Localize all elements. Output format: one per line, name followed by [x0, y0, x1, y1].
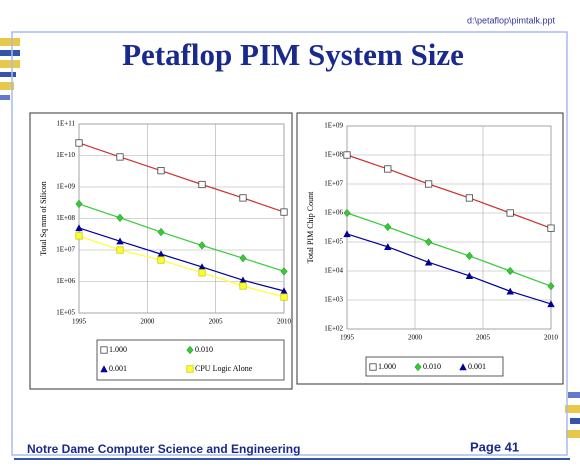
file-path: d:\petaflop\pimtalk.ppt: [467, 15, 556, 25]
marker: [506, 287, 514, 295]
page-number: Page 41: [470, 439, 519, 454]
y-tick-label: 1E+08: [56, 214, 75, 222]
marker: [343, 151, 351, 159]
marker: [157, 167, 165, 175]
marker: [157, 227, 165, 237]
marker: [547, 224, 555, 232]
marker: [116, 153, 124, 161]
marker: [424, 180, 433, 188]
series-line: [78, 203, 285, 272]
marker: [547, 300, 555, 308]
marker: [424, 258, 433, 266]
marker: [465, 272, 474, 280]
legend-label: CPU Logic Alone: [195, 364, 253, 373]
marker: [239, 276, 247, 284]
marker: [239, 282, 247, 290]
footer-org: Notre Dame Computer Science and Engineer…: [27, 442, 300, 456]
marker: [75, 232, 83, 240]
legend-box: [365, 356, 504, 377]
x-tick-label: 1995: [72, 318, 87, 326]
legend-label: 1.000: [378, 362, 396, 371]
y-tick-label: 1E+07: [324, 180, 343, 188]
marker: [343, 230, 351, 238]
marker: [280, 267, 288, 276]
x-tick-label: 2000: [408, 334, 423, 342]
marker: [506, 209, 514, 217]
marker: [75, 139, 83, 147]
series-line: [346, 212, 552, 287]
marker: [384, 222, 392, 232]
marker: [465, 251, 473, 261]
legend-marker: [100, 346, 108, 354]
y-axis-label: Total Sq mm of Silicon: [39, 181, 48, 256]
marker: [157, 250, 165, 258]
series-line: [346, 233, 552, 305]
marker: [239, 253, 247, 263]
y-tick-label: 1E+09: [56, 183, 75, 191]
legend-label: 0.001: [109, 364, 127, 373]
left-stripes: [0, 38, 20, 100]
x-tick-label: 2010: [544, 334, 559, 342]
legend-marker: [459, 363, 467, 371]
right-stripes: [565, 392, 580, 438]
legend-label: 1.000: [109, 345, 127, 354]
marker: [198, 269, 206, 277]
slide-frame: [11, 31, 568, 456]
y-tick-label: 1E+05: [324, 238, 343, 246]
marker: [198, 241, 206, 250]
marker: [280, 208, 288, 216]
y-tick-label: 1E+04: [324, 267, 343, 275]
x-tick-label: 2010: [277, 318, 292, 326]
y-tick-label: 1E+09: [324, 122, 343, 130]
marker: [75, 224, 83, 232]
y-tick-label: 1E+03: [324, 296, 343, 304]
marker: [280, 293, 288, 301]
y-tick-label: 1E+10: [56, 151, 75, 159]
legend-label: 0.010: [195, 345, 213, 354]
slide-title: Petaflop PIM System Size: [122, 37, 464, 72]
legend-marker: [414, 362, 422, 372]
marker: [239, 194, 247, 202]
marker: [547, 281, 555, 291]
marker: [465, 194, 474, 202]
x-tick-label: 1995: [340, 334, 355, 342]
y-tick-label: 1E+11: [57, 120, 76, 128]
y-tick-label: 1E+06: [56, 277, 75, 285]
x-tick-label: 2000: [140, 318, 155, 326]
marker: [116, 213, 124, 223]
series-line: [78, 235, 285, 298]
series-line: [78, 227, 285, 292]
marker: [157, 256, 165, 264]
marker: [343, 208, 351, 218]
marker: [198, 263, 206, 271]
y-axis-label: Total PIM Chip Count: [306, 191, 315, 263]
legend-label: 0.010: [423, 362, 441, 371]
marker: [198, 180, 206, 189]
marker: [506, 266, 514, 276]
legend-marker: [369, 363, 377, 371]
legend-marker: [186, 345, 194, 355]
x-tick-label: 2005: [476, 334, 491, 342]
y-tick-label: 1E+07: [56, 246, 75, 254]
y-tick-label: 1E+05: [56, 309, 75, 317]
marker: [116, 237, 124, 245]
legend-marker: [100, 365, 108, 373]
y-tick-label: 1E+06: [324, 209, 343, 217]
legend-marker: [186, 365, 194, 373]
marker: [280, 287, 288, 295]
marker: [384, 243, 392, 251]
marker: [75, 199, 83, 209]
y-tick-label: 1E+08: [324, 151, 343, 159]
plot-area: [346, 125, 552, 330]
y-tick-label: 1E+02: [324, 325, 343, 333]
x-tick-label: 2005: [209, 318, 224, 326]
legend-label: 0.001: [468, 362, 486, 371]
marker: [116, 246, 124, 254]
marker: [425, 237, 433, 247]
marker: [384, 165, 392, 173]
series-line: [346, 154, 552, 229]
series-line: [78, 142, 285, 213]
